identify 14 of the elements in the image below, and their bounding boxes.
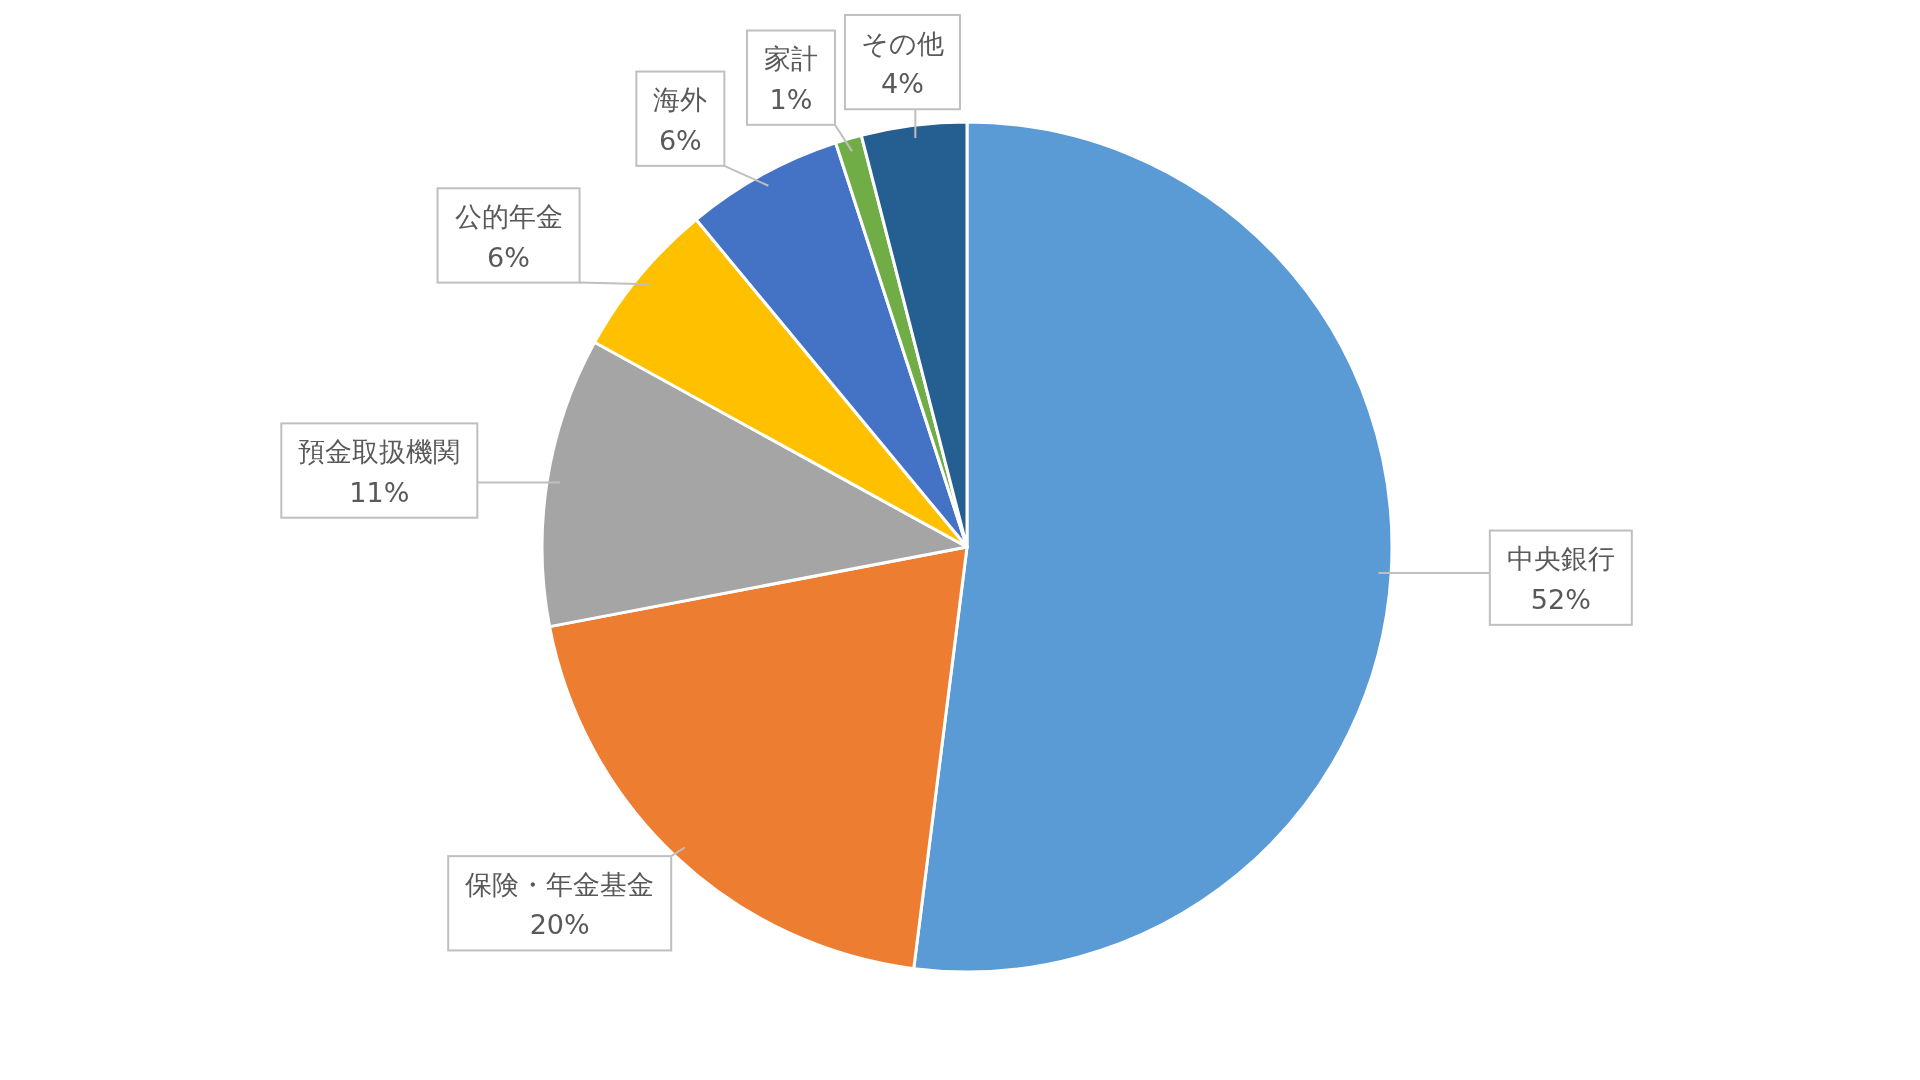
data-label: 20% [529, 909, 590, 941]
slice-label: 家計 [763, 43, 818, 75]
data-label: 11% [349, 476, 410, 508]
slice-label: 中央銀行 [1506, 543, 1615, 575]
data-label: 1% [769, 83, 813, 115]
slice-label: 保険・年金基金 [465, 868, 655, 900]
slice-label: 公的年金 [454, 201, 563, 233]
slice-label: 海外 [653, 84, 708, 116]
data-label: 4% [881, 68, 924, 100]
data-label: 6% [487, 241, 530, 273]
data-label: 6% [658, 124, 702, 156]
slice-label: 預金取扱機関 [298, 436, 461, 468]
slice-label: その他 [860, 27, 944, 59]
data-label: 52% [1530, 583, 1591, 615]
